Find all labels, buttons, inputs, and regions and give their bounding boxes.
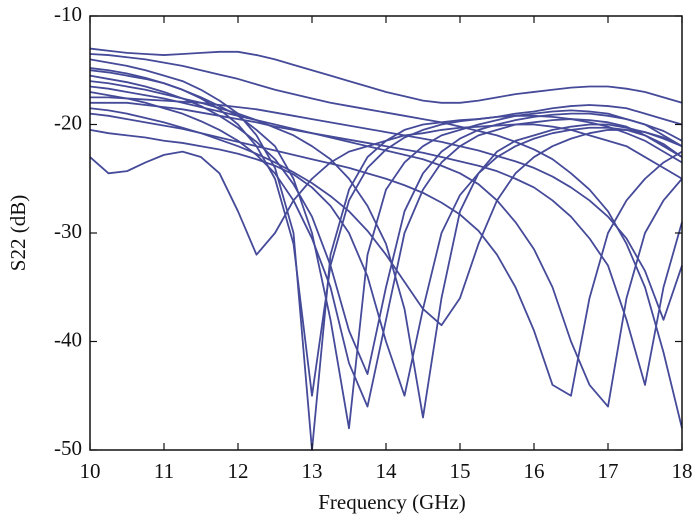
data-line [89,85,683,386]
data-line [90,96,683,321]
x-tick-label: 16 [524,459,545,483]
plot-frame [89,15,683,451]
x-tick-label: 14 [376,459,398,483]
y-tick-label: -30 [54,219,82,243]
data-line [89,107,683,327]
data-line [89,80,683,419]
x-tick-label: 18 [672,459,693,483]
x-tick-label: 17 [598,459,619,483]
x-tick-label: 11 [154,459,174,483]
data-line [89,126,683,397]
x-tick-label: 13 [302,459,323,483]
data-line [89,67,683,397]
x-tick-label: 10 [80,459,101,483]
y-tick-label: -20 [54,110,82,134]
data-line [89,123,683,256]
y-axis-label: S22 (dB) [6,195,30,271]
y-tick-label: -10 [54,2,82,26]
data-line [89,53,683,429]
data-line [89,91,683,408]
data-line [89,74,683,375]
x-tick-label: 15 [450,459,471,483]
x-axis-label: Frequency (GHz) [318,490,466,514]
y-tick-label: -40 [54,327,82,351]
y-tick-label: -50 [54,436,82,460]
data-line [89,47,683,104]
x-tick-label: 12 [228,459,249,483]
